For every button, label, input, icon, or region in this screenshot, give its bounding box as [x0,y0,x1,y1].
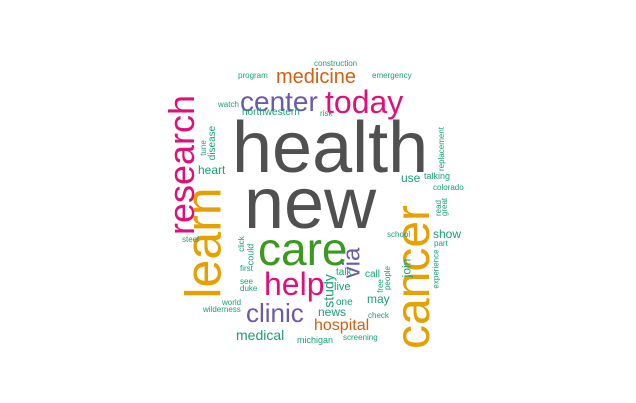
word-live: live [334,281,351,293]
word-northwestern: northwestern [242,107,300,118]
word-call: call [365,269,381,280]
word-hospital: hospital [314,317,370,334]
word-risk: risk [320,109,333,118]
word-care: care [258,223,348,275]
word-tune: tune [198,140,208,156]
word-heart: heart [198,163,226,177]
word-first: first [240,264,253,273]
word-research: research [161,94,203,236]
word-check: check [368,311,389,320]
word-join: join [399,258,414,278]
word-medical: medical [236,327,285,343]
word-see: see [240,277,253,286]
word-center: center [240,86,318,117]
word-wilderness: wilderness [203,305,241,314]
word-michigan: michigan [297,335,334,345]
word-watch: watch [218,100,239,109]
word-experience: experience [431,249,441,289]
word-emergency: emergency [372,71,412,80]
word-school: school [387,230,411,239]
word-one: one [336,297,353,308]
word-part: part [434,239,448,248]
word-health: health [232,108,429,188]
word-replacement: replacement [437,126,447,172]
word-could: could [245,243,256,266]
word-talking: talking [424,171,451,181]
word-construction: construction [314,59,358,68]
word-great: great [440,197,450,217]
word-medicine: medicine [276,66,357,88]
word-screening: screening [343,333,378,342]
word-colorado: colorado [433,183,464,192]
word-may: may [367,292,390,306]
word-news: news [318,305,347,319]
word-new: new [244,164,377,244]
word-disease: disease [207,125,219,161]
word-help: help [264,266,325,302]
word-today: today [325,84,404,120]
word-clinic: clinic [246,298,304,328]
word-program: program [238,71,268,80]
word-show: show [433,227,462,241]
word-world: world [222,298,242,307]
word-click: click [236,236,246,252]
word-duke: duke [240,284,258,293]
word-talk: talk [336,267,352,278]
word-people: people [383,265,393,291]
word-use: use [401,171,421,185]
word-steel: steel [182,235,199,244]
